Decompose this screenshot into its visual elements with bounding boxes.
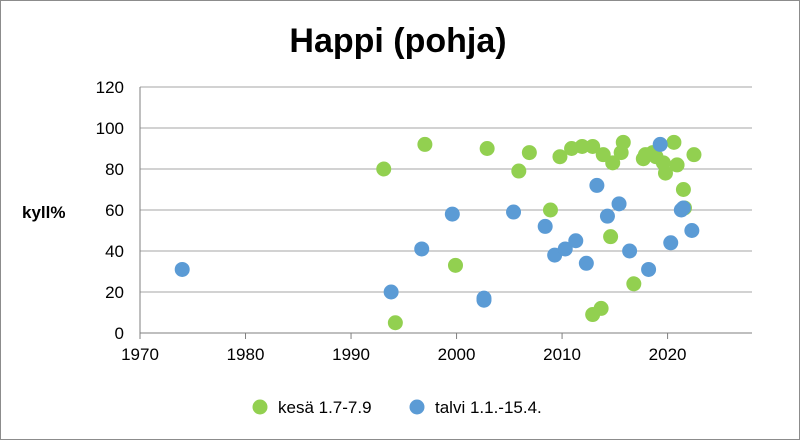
- x-tick-label-2010: 2010: [543, 345, 581, 364]
- data-point-series1-16: [641, 261, 657, 277]
- x-tick-label-1980: 1980: [227, 345, 265, 364]
- data-point-series0-3: [447, 257, 463, 273]
- data-point-series0-13: [593, 300, 609, 316]
- data-point-series0-15: [603, 229, 619, 245]
- x-tick-label-1990: 1990: [332, 345, 370, 364]
- data-point-series0-2: [417, 136, 433, 152]
- data-point-series1-20: [675, 200, 691, 216]
- data-point-series1-15: [622, 243, 638, 259]
- data-point-series1-3: [444, 206, 460, 222]
- y-tick-label-120: 120: [96, 78, 124, 97]
- y-tick-label-20: 20: [105, 283, 124, 302]
- data-point-series1-18: [663, 235, 679, 251]
- data-point-series1-1: [383, 284, 399, 300]
- series-0: [376, 134, 702, 331]
- legend-marker-0: [252, 399, 268, 415]
- data-point-series0-25: [657, 165, 673, 181]
- axes: [139, 87, 752, 339]
- y-tick-label-40: 40: [105, 242, 124, 261]
- data-point-series0-6: [521, 145, 537, 161]
- x-tick-label-2000: 2000: [438, 345, 476, 364]
- legend-label-1: talvi 1.1.-15.4.: [435, 398, 542, 417]
- data-point-series1-6: [506, 204, 522, 220]
- data-point-series0-10: [574, 138, 590, 154]
- gridlines: [140, 86, 752, 293]
- data-point-series1-11: [578, 255, 594, 271]
- data-point-series0-16: [605, 155, 621, 171]
- data-point-series0-19: [626, 276, 642, 292]
- data-point-series0-27: [669, 157, 685, 173]
- data-point-series1-5: [476, 292, 492, 308]
- data-point-series1-13: [599, 208, 615, 224]
- y-tick-label-80: 80: [105, 160, 124, 179]
- data-point-series1-0: [174, 261, 190, 277]
- data-point-series0-0: [376, 161, 392, 177]
- data-point-series1-9: [557, 241, 573, 257]
- data-point-series1-17: [652, 136, 668, 152]
- series-1: [174, 136, 700, 308]
- data-point-series0-30: [686, 147, 702, 163]
- y-tick-label-100: 100: [96, 119, 124, 138]
- tick-labels: 0 20 40 60 80 100 120 1970 1980 1990 2000 2010 2020: [96, 78, 687, 364]
- data-point-series1-12: [589, 177, 605, 193]
- legend: kesä 1.7-7.9 talvi 1.1.-15.4.: [252, 398, 542, 417]
- legend-label-0: kesä 1.7-7.9: [278, 398, 372, 417]
- chart-title: Happi (pohja): [289, 22, 506, 60]
- y-tick-label-0: 0: [115, 324, 124, 343]
- y-axis-label: kyll%: [22, 203, 65, 222]
- data-point-series0-1: [387, 315, 403, 331]
- data-point-series0-5: [511, 163, 527, 179]
- data-point-series0-7: [542, 202, 558, 218]
- data-point-series1-7: [537, 218, 553, 234]
- data-point-series0-28: [675, 182, 691, 197]
- data-point-series0-4: [479, 141, 495, 156]
- data-point-series1-2: [414, 241, 430, 257]
- data-point-series0-8: [552, 149, 568, 165]
- data-point-series0-11: [585, 138, 601, 154]
- data-point-series1-21: [684, 223, 700, 238]
- data-point-series1-10: [568, 233, 584, 249]
- legend-marker-1: [409, 399, 425, 415]
- x-tick-label-2020: 2020: [649, 345, 687, 364]
- data-point-series0-18: [615, 134, 631, 150]
- x-tick-label-1970: 1970: [121, 345, 159, 364]
- y-tick-label-60: 60: [105, 201, 124, 220]
- data-point-series1-14: [611, 196, 627, 212]
- data-point-series0-26: [666, 134, 682, 150]
- data-points: [174, 134, 702, 331]
